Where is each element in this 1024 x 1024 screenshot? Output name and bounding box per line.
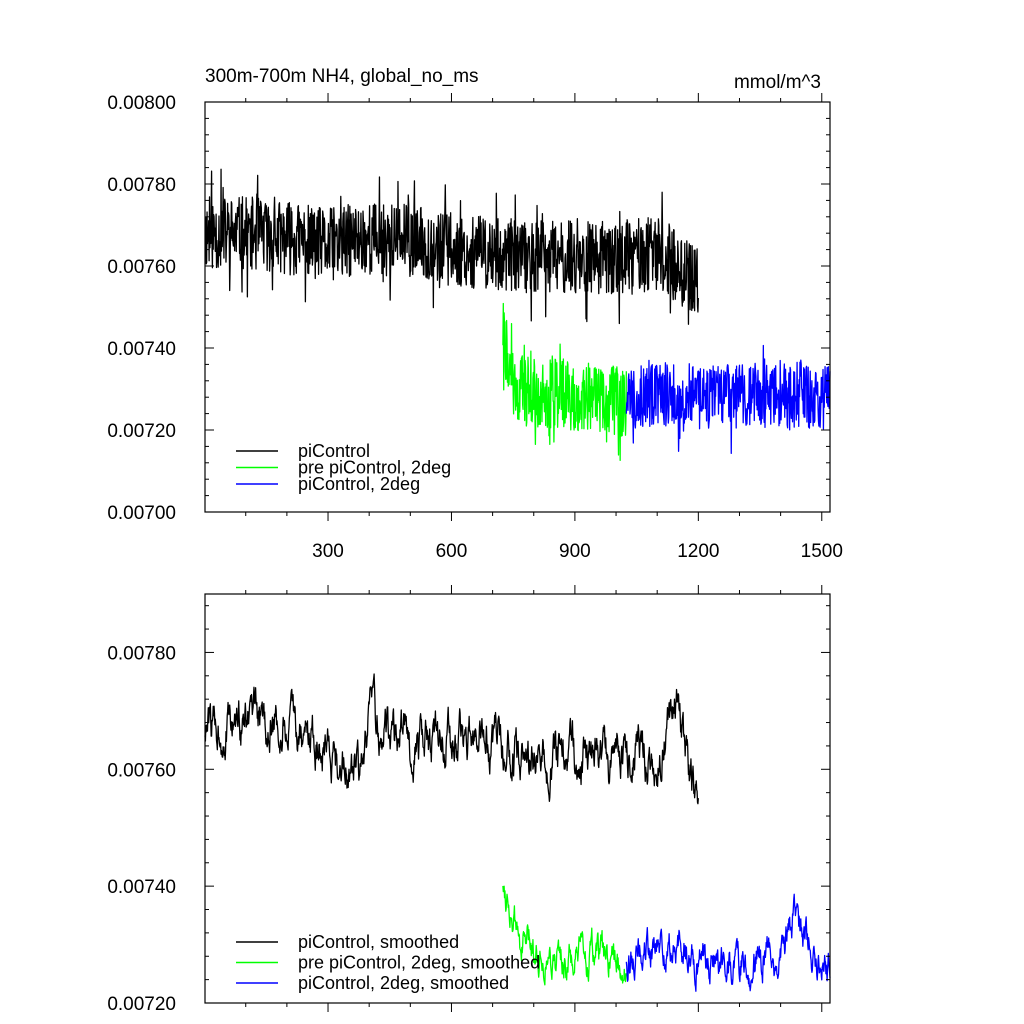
y-tick-label: 0.00740 <box>107 877 176 898</box>
series-line-2-1 <box>204 673 699 805</box>
chart-panel-1: 300 600 900 1200 1500 0.00700 0.00720 0.00740 0.… <box>107 66 843 562</box>
legend-label: pre piControl, 2deg <box>298 458 451 478</box>
plot-frame <box>204 593 831 1004</box>
chart-title: 300m-700m NH4, global_no_ms <box>205 66 479 87</box>
x-tick-label: 900 <box>559 541 591 562</box>
y-tick-label: 0.00780 <box>107 643 176 664</box>
series-line-2-3 <box>625 893 831 992</box>
y-tick-label: 0.00720 <box>107 421 176 442</box>
y-tick-label: 0.00740 <box>107 339 176 360</box>
x-tick-label: 300 <box>312 541 344 562</box>
y-tick-label: 0.00760 <box>107 257 176 278</box>
y-tick-label: 0.00760 <box>107 760 176 781</box>
units-label: mmol/m^3 <box>734 72 821 93</box>
chart-panel-2: 0.00720 0.00740 0.00760 0.00780 piControl, s… <box>107 585 831 1015</box>
legend-label: piControl, 2deg <box>298 474 420 494</box>
series-line-2-2 <box>502 885 627 986</box>
y-tick-label: 0.00720 <box>107 994 176 1015</box>
y-tick-label: 0.00700 <box>107 503 176 524</box>
x-tick-label: 1200 <box>677 541 719 562</box>
y-tick-label: 0.00800 <box>107 93 176 114</box>
legend-label: piControl, 2deg, smoothed <box>298 973 509 993</box>
legend-label: piControl, smoothed <box>298 932 459 952</box>
series-line-1-1 <box>204 168 699 325</box>
x-tick-label: 600 <box>436 541 468 562</box>
series-line-1-3 <box>625 344 831 455</box>
legend-label: pre piControl, 2deg, smoothed <box>298 953 540 973</box>
y-tick-label: 0.00780 <box>107 175 176 196</box>
legend-label: piControl <box>298 441 370 461</box>
series-line-1-2 <box>502 302 627 462</box>
plot-frame <box>204 101 831 513</box>
x-tick-label: 1500 <box>801 541 843 562</box>
